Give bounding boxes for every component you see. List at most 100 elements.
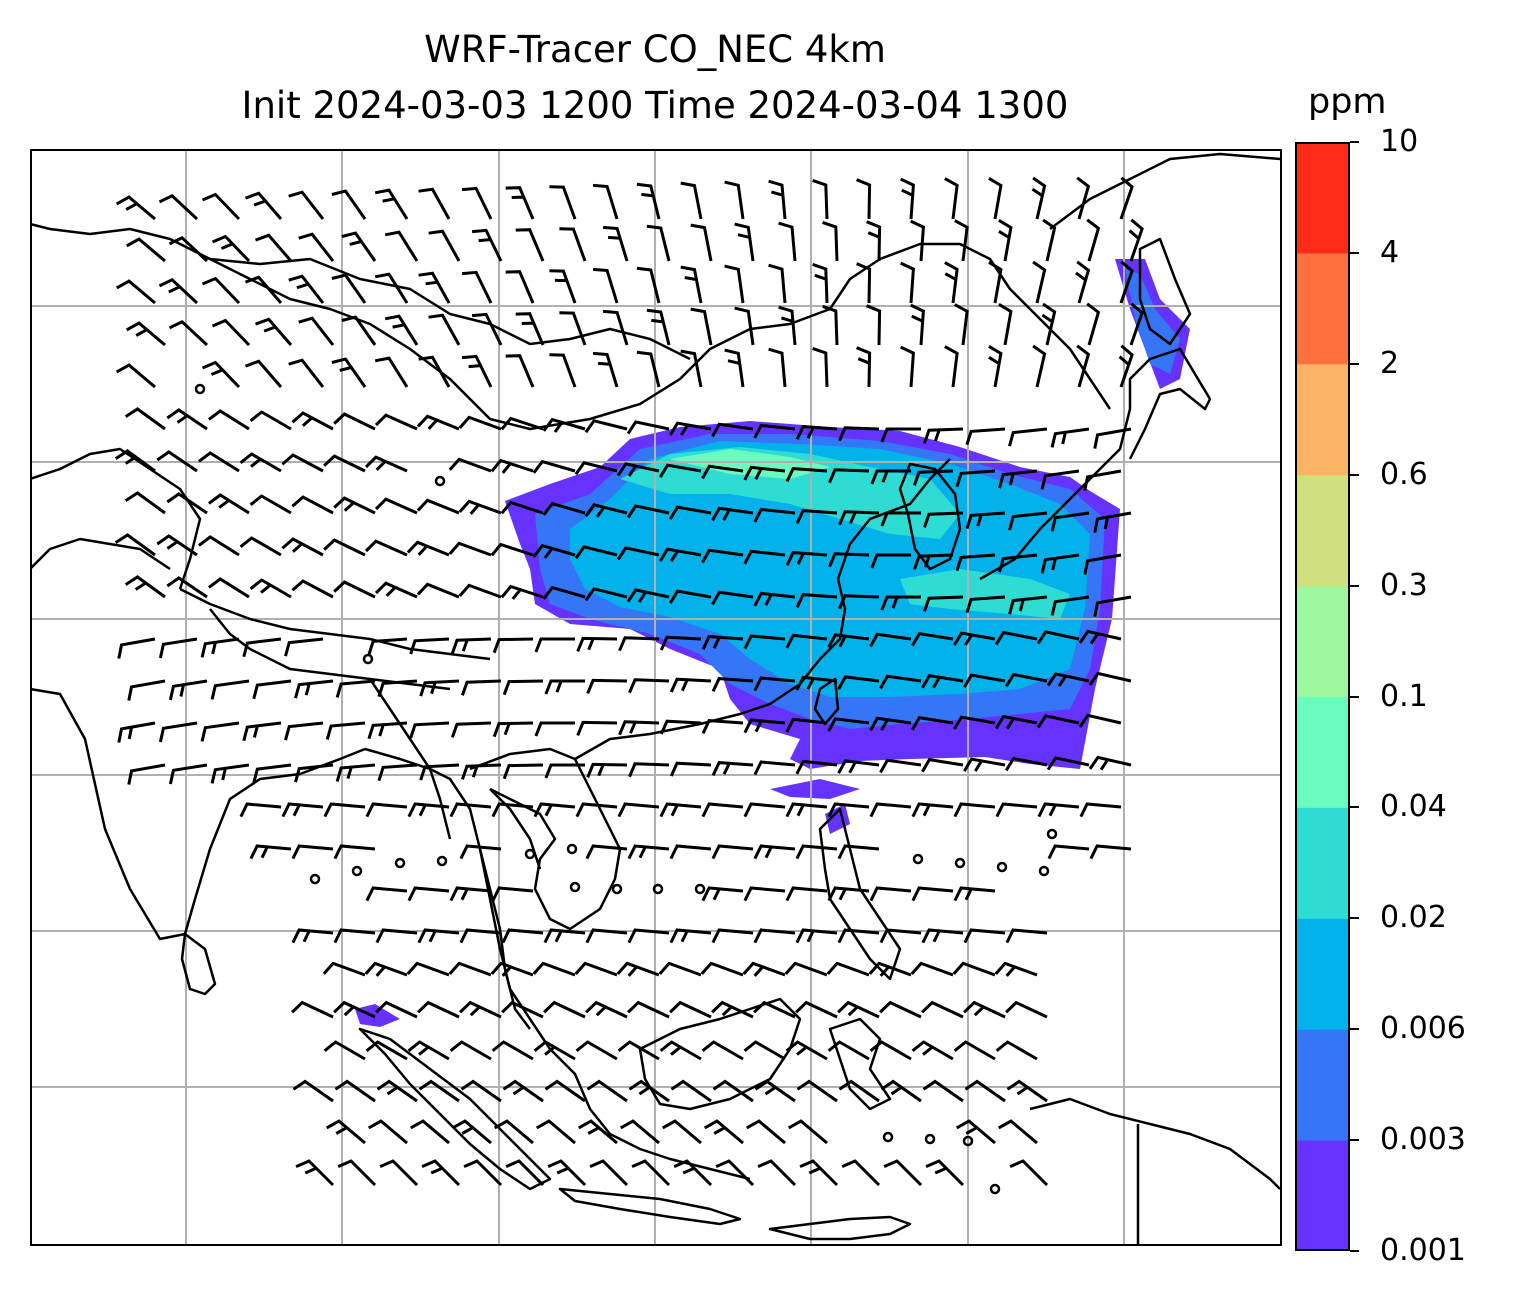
wind-barb	[944, 345, 959, 388]
wind-barb	[1075, 260, 1091, 304]
wind-barb	[963, 1000, 1006, 1019]
calm-wind-circle	[912, 853, 924, 865]
wind-barb	[493, 1119, 534, 1145]
wind-barb	[619, 1119, 660, 1145]
wind-barb	[127, 763, 166, 785]
wind-barb	[168, 763, 208, 785]
wind-barb	[416, 498, 460, 515]
wind-barb	[669, 928, 712, 944]
wind-barb	[954, 219, 969, 262]
wind-barb	[953, 715, 996, 730]
wind-barb	[812, 178, 829, 220]
wind-barb	[323, 1040, 366, 1061]
wind-barb	[995, 1040, 1038, 1061]
border-pakistan	[30, 537, 171, 571]
wind-barb	[955, 553, 996, 572]
wind-barb	[785, 1040, 828, 1061]
wind-barb	[575, 802, 618, 818]
wind-barb	[1086, 218, 1101, 262]
wind-barb	[826, 961, 870, 977]
wind-barb	[743, 886, 786, 902]
wind-barbs	[114, 176, 1144, 1195]
wind-barb	[419, 679, 460, 697]
wind-barb	[1040, 469, 1080, 490]
colorbar-segment	[1295, 1140, 1350, 1251]
calm-wind-circle	[394, 857, 406, 869]
wind-barb	[115, 363, 156, 389]
wind-barb	[700, 961, 744, 977]
wind-barb	[680, 181, 703, 220]
wind-barb	[785, 802, 828, 818]
wind-barb	[365, 802, 408, 818]
wind-barb	[954, 303, 969, 346]
wind-barb	[448, 541, 492, 557]
wind-barb	[325, 1119, 366, 1145]
wind-barb	[461, 354, 493, 388]
wind-barb	[375, 928, 418, 944]
wind-barb	[1128, 218, 1144, 262]
wind-barb	[743, 634, 786, 650]
wind-barb	[1037, 802, 1080, 818]
calm-wind-circle	[1038, 865, 1050, 877]
wind-barb	[795, 759, 838, 775]
colorbar-tick-label: 0.003	[1380, 1122, 1466, 1158]
wind-barb	[994, 630, 1038, 646]
wind-barb	[168, 236, 209, 263]
wind-barb	[965, 427, 1006, 446]
calm-wind-circle	[566, 843, 578, 855]
wind-barb	[925, 1159, 965, 1187]
wind-barb	[460, 763, 502, 780]
wind-barb	[419, 763, 460, 781]
wind-barb	[1050, 427, 1090, 448]
wind-barb	[158, 194, 199, 221]
wind-barb	[492, 721, 534, 738]
wind-barb	[125, 237, 166, 263]
wind-barb	[734, 222, 755, 262]
wind-barb	[331, 189, 367, 220]
wind-barb	[281, 802, 324, 818]
border-northern	[30, 222, 1112, 431]
wind-barb	[921, 674, 964, 689]
map-canvas	[30, 149, 1280, 1244]
coastline-sulawesi	[828, 1017, 892, 1111]
calm-wind-circle	[924, 1133, 936, 1145]
wind-barb	[658, 961, 702, 977]
wind-barb	[584, 419, 628, 434]
wind-barb	[1031, 176, 1047, 220]
wind-barb	[584, 503, 628, 518]
calm-wind-circle	[524, 848, 536, 860]
wind-barb	[743, 465, 786, 481]
wind-barb	[288, 190, 325, 220]
wind-barb	[407, 802, 450, 818]
wind-barb	[1119, 260, 1134, 304]
wind-barb	[911, 716, 954, 731]
colorbar	[1295, 142, 1350, 1251]
wind-barb	[335, 679, 376, 698]
calm-wind-circle	[694, 883, 706, 895]
wind-barb	[298, 316, 335, 346]
wind-barb	[866, 304, 882, 346]
wind-barb	[921, 928, 964, 944]
colorbar-segment	[1295, 474, 1350, 587]
wind-barb	[367, 637, 408, 656]
wind-barb	[409, 1119, 450, 1145]
wind-barb	[592, 267, 619, 304]
wind-barb	[576, 636, 618, 652]
wind-barb	[768, 179, 787, 220]
wind-barb	[584, 587, 628, 602]
wind-barb	[754, 1079, 796, 1103]
calm-wind-circle	[351, 865, 363, 877]
wind-barb	[1078, 629, 1122, 645]
wind-barb	[460, 1079, 502, 1103]
wind-barb	[201, 276, 241, 305]
colorbar-unit-label: ppm	[1308, 82, 1387, 122]
wind-barb	[912, 469, 954, 486]
wind-barb	[542, 501, 586, 516]
wind-barb	[724, 180, 745, 220]
wind-barb	[988, 261, 1003, 304]
wind-barb	[994, 714, 1038, 730]
wind-barb	[367, 721, 408, 740]
wind-barb	[1093, 511, 1132, 533]
colorbar-segment	[1295, 1029, 1350, 1141]
wind-barb	[659, 719, 702, 735]
